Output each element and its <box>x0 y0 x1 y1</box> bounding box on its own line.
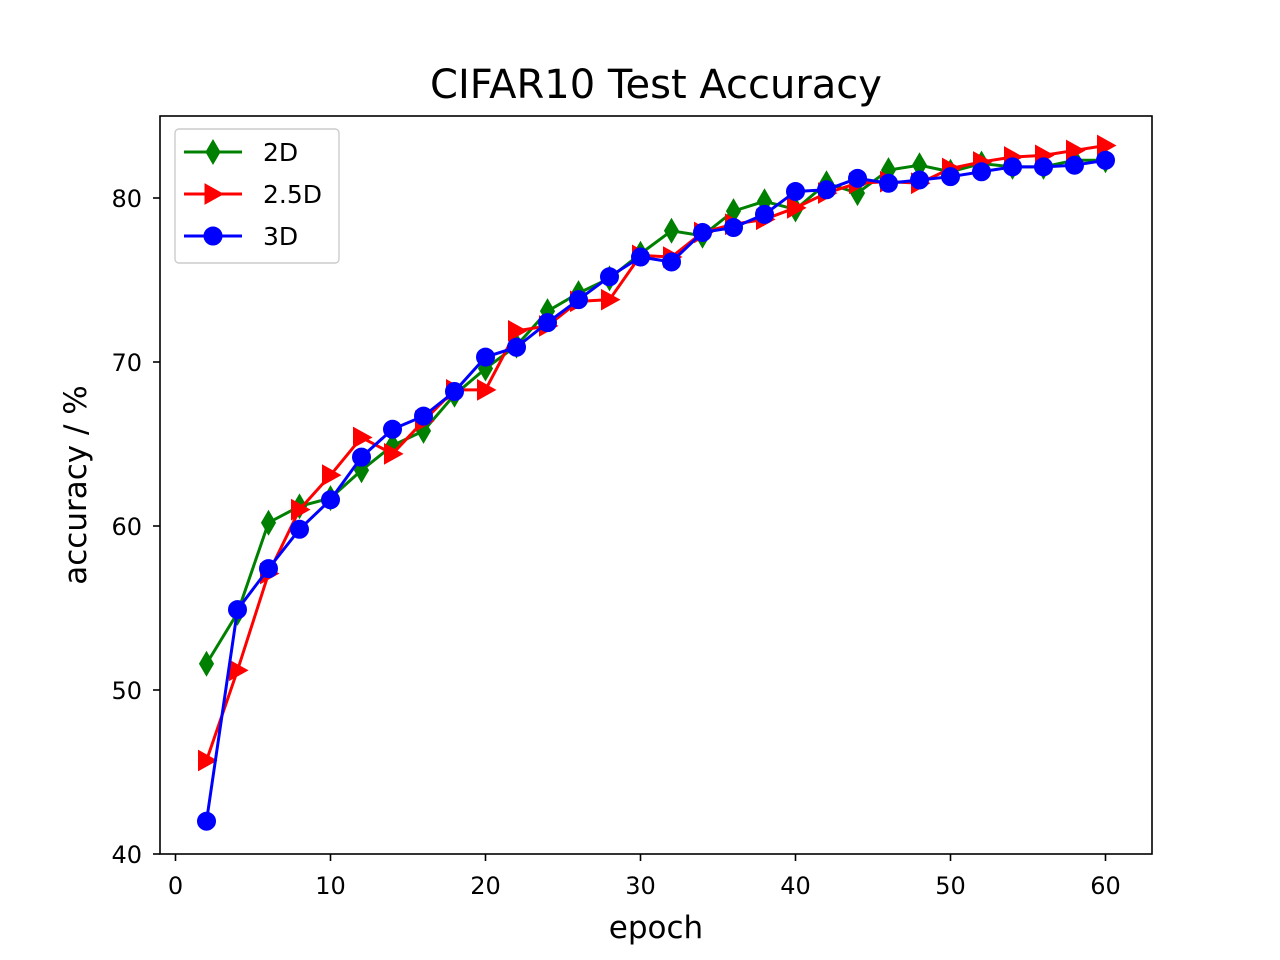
data-point-2-5d <box>384 442 404 465</box>
data-point-2-5d <box>198 749 218 772</box>
data-point-2-5d <box>508 319 528 342</box>
y-axis-label: accuracy / % <box>58 385 94 584</box>
legend-label-2d: 2D <box>263 138 298 167</box>
data-point-3d <box>972 162 991 182</box>
data-point-2-5d <box>601 288 621 311</box>
legend-marker-2d <box>205 139 221 165</box>
data-point-3d <box>414 406 433 426</box>
y-tick-label: 40 <box>111 841 142 869</box>
data-point-3d <box>476 347 495 367</box>
legend-marker-2-5d <box>204 183 225 205</box>
plot-frame <box>159 115 1153 855</box>
legend-marker-3d <box>203 226 223 246</box>
chart-title: CIFAR10 Test Accuracy <box>430 62 882 108</box>
x-axis: 0 10 20 30 40 50 60 <box>168 854 1121 900</box>
data-point-2-5d <box>322 464 342 487</box>
y-tick-label: 60 <box>111 513 142 541</box>
data-point-3d <box>910 170 929 190</box>
data-point-2d <box>198 650 215 677</box>
data-point-3d <box>693 222 712 242</box>
data-point-2d <box>663 217 680 244</box>
x-tick-label: 10 <box>315 872 346 900</box>
legend: 2D 2.5D 3D <box>174 128 340 264</box>
data-point-2-5d <box>1097 134 1117 157</box>
data-point-3d <box>1034 157 1053 177</box>
x-tick-label: 20 <box>470 872 501 900</box>
data-point-3d <box>755 204 774 224</box>
data-point-3d <box>259 559 278 579</box>
data-point-3d <box>631 247 650 267</box>
data-point-3d <box>662 252 681 272</box>
data-point-2-5d <box>477 379 497 401</box>
y-axis: 40 50 60 70 80 <box>111 185 160 869</box>
data-point-3d <box>1003 157 1022 177</box>
x-tick-label: 40 <box>780 872 811 900</box>
data-point-3d <box>941 167 960 187</box>
data-point-3d <box>848 168 867 188</box>
x-axis-label: epoch <box>609 910 703 946</box>
data-point-3d <box>507 337 526 357</box>
data-point-3d <box>445 382 464 402</box>
data-point-3d <box>879 173 898 193</box>
data-point-3d <box>786 181 805 201</box>
data-point-3d <box>724 218 743 238</box>
legend-label-2-5d: 2.5D <box>263 180 322 209</box>
data-point-3d <box>197 811 216 831</box>
x-tick-label: 30 <box>625 872 656 900</box>
data-point-2-5d <box>291 498 311 521</box>
series-layer <box>197 134 1117 831</box>
y-tick-label: 50 <box>111 677 142 705</box>
data-point-2-5d <box>787 196 807 219</box>
data-point-3d <box>352 447 371 467</box>
data-point-3d <box>600 267 619 287</box>
legend-label-3d: 3D <box>263 222 298 251</box>
data-point-3d <box>569 290 588 310</box>
data-point-3d <box>1096 150 1115 170</box>
x-tick-label: 50 <box>935 872 966 900</box>
data-point-3d <box>228 600 247 620</box>
series-3d <box>197 150 1115 831</box>
data-point-3d <box>1065 155 1084 175</box>
data-point-2d <box>260 509 277 536</box>
data-point-3d <box>817 180 836 200</box>
x-tick-label: 0 <box>168 872 183 900</box>
data-point-3d <box>321 490 340 510</box>
y-tick-label: 70 <box>111 349 142 377</box>
data-point-3d <box>383 419 402 439</box>
data-point-3d <box>290 519 309 539</box>
data-point-3d <box>538 313 557 333</box>
data-point-2-5d <box>353 426 373 449</box>
y-tick-label: 80 <box>111 185 142 213</box>
data-point-2-5d <box>1066 139 1086 162</box>
x-tick-label: 60 <box>1090 872 1121 900</box>
